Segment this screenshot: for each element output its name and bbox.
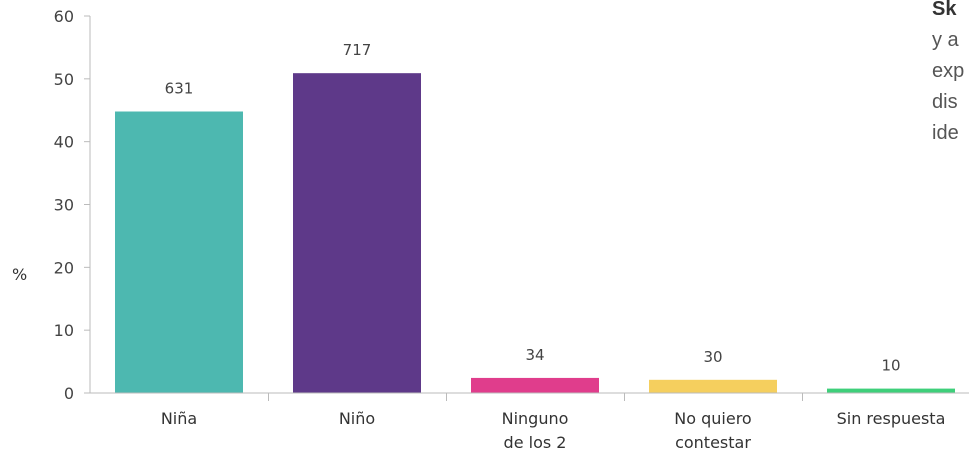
data-label: 10 [881,357,900,375]
y-axis-title: % [12,265,27,284]
y-axis: 0 10 20 30 40 50 60 [54,7,91,403]
y-tick-label: 20 [54,258,74,277]
y-tick-label: 40 [54,133,74,152]
data-labels: 631 717 34 30 10 [165,41,901,374]
bar [471,377,599,393]
y-tick-label: 30 [54,196,74,215]
bars [115,73,955,394]
side-text-line-1: Sk [932,0,957,20]
y-tick-label: 60 [54,7,74,26]
side-description-text: Sk y a exp dis ide [932,0,969,149]
bar [293,73,421,393]
x-category-label: No quiero [674,409,751,428]
y-tick-label: 0 [64,384,74,403]
x-axis: Niña Niño Ninguno de los 2 No quiero contesta… [90,392,969,452]
y-tick-label: 50 [54,70,74,89]
side-text-line-4: dis [932,91,958,113]
x-category-label: Ninguno [502,409,569,428]
x-category-label: contestar [675,433,751,452]
bar [649,379,777,393]
data-label: 34 [525,346,544,364]
side-text-line-5: ide [932,122,959,144]
data-label: 717 [343,41,372,59]
bar [827,388,955,393]
side-text-line-2: y a [932,29,959,51]
x-category-label: Niña [161,409,197,428]
data-label: 30 [703,348,722,366]
x-category-label: Sin respuesta [837,409,946,428]
x-category-label: de los 2 [504,433,567,452]
y-tick-label: 10 [54,321,74,340]
x-category-label: Niño [339,409,375,428]
data-label: 631 [165,80,194,98]
bar [115,111,243,394]
side-text-line-3: exp [932,60,965,82]
